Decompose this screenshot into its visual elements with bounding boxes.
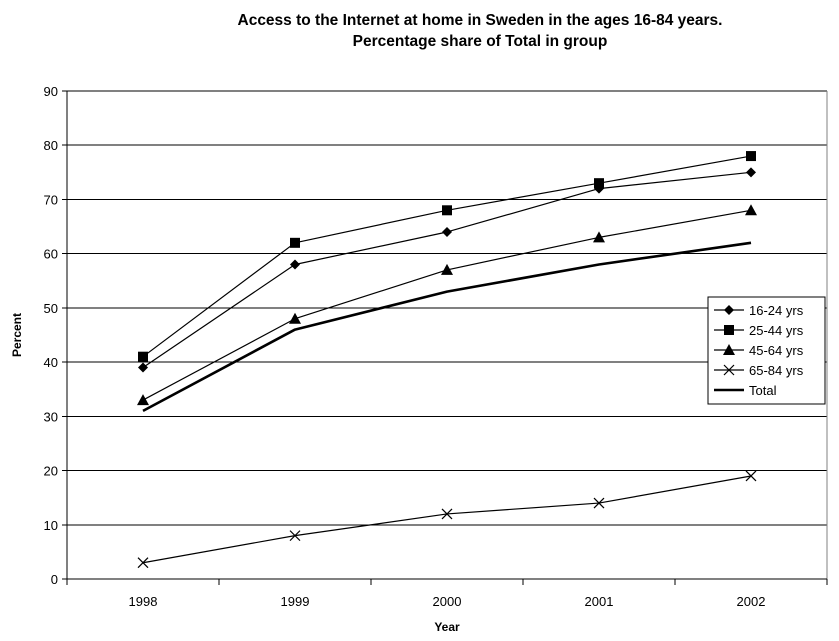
series-65-84-yrs [137, 470, 757, 569]
series-45-64-yrs [137, 204, 757, 406]
y-tick-label: 20 [44, 464, 58, 479]
gridlines [67, 90, 828, 579]
data-point [746, 151, 756, 162]
legend-label: Total [749, 383, 777, 398]
x-tick-label: 2000 [433, 594, 462, 609]
legend-item: Total [714, 383, 777, 398]
axes: 0 10 20 30 40 50 60 70 80 90 1998 1999 2000 2001 2002 [44, 84, 828, 609]
x-tick-label: 1998 [129, 594, 158, 609]
y-tick-label: 50 [44, 301, 58, 316]
data-point [441, 263, 453, 275]
legend-label: 16-24 yrs [749, 303, 804, 318]
legend-label: 65-84 yrs [749, 363, 804, 378]
data-point [745, 204, 757, 216]
legend-item: 25-44 yrs [714, 323, 804, 338]
data-point [137, 557, 149, 569]
series-16-24-yrs [138, 167, 756, 373]
series-total [142, 241, 752, 413]
legend-item: 65-84 yrs [714, 363, 804, 378]
legend-label: 25-44 yrs [749, 323, 804, 338]
chart-title-line-2: Percentage share of Total in group [352, 33, 608, 50]
x-axis-title: Year [434, 620, 460, 634]
data-point [137, 394, 149, 406]
data-point [746, 167, 756, 178]
y-axis-title: Percent [10, 313, 24, 357]
x-marker [723, 364, 735, 376]
data-point [290, 237, 300, 248]
legend: 16-24 yrs 25-44 yrs 45-64 yrs 65-84 yrs Tota… [707, 296, 826, 405]
y-tick-label: 10 [44, 518, 58, 533]
x-tick-label: 2002 [737, 594, 766, 609]
data-point [289, 312, 301, 324]
series [137, 151, 757, 569]
y-tick-label: 30 [44, 409, 58, 424]
data-point [593, 231, 605, 243]
series-line [142, 475, 752, 564]
data-point [138, 362, 148, 373]
x-tick-label: 1999 [281, 594, 310, 609]
triangle-marker [723, 344, 735, 355]
data-point [745, 470, 757, 482]
chart-title: Access to the Internet at home in Sweden… [140, 10, 820, 52]
data-point [290, 259, 300, 270]
x-marker-stroke [745, 470, 757, 482]
x-marker-stroke [723, 364, 735, 376]
x-tick-label: 2001 [585, 594, 614, 609]
diamond-marker [724, 305, 734, 315]
x-marker-stroke [593, 497, 605, 509]
data-point [593, 497, 605, 509]
legend-label: 45-64 yrs [749, 343, 804, 358]
data-point [594, 178, 604, 189]
x-marker-stroke [137, 557, 149, 569]
y-tick-label: 80 [44, 138, 58, 153]
chart-title-line-1: Access to the Internet at home in Sweden… [237, 12, 723, 29]
y-tick-label: 0 [51, 572, 58, 587]
data-point [442, 226, 452, 237]
data-point [138, 351, 148, 362]
legend-item: 45-64 yrs [714, 343, 804, 358]
legend-item: 16-24 yrs [714, 303, 804, 318]
data-point [442, 205, 452, 216]
data-point [289, 530, 301, 542]
square-marker [724, 325, 734, 335]
series-line [142, 241, 752, 413]
x-marker-stroke [289, 530, 301, 542]
x-marker-stroke [441, 508, 453, 520]
series-25-44-yrs [138, 151, 756, 362]
y-tick-label: 40 [44, 355, 58, 370]
y-tick-label: 60 [44, 247, 58, 262]
y-tick-label: 70 [44, 192, 58, 207]
y-tick-label: 90 [44, 84, 58, 99]
data-point [441, 508, 453, 520]
